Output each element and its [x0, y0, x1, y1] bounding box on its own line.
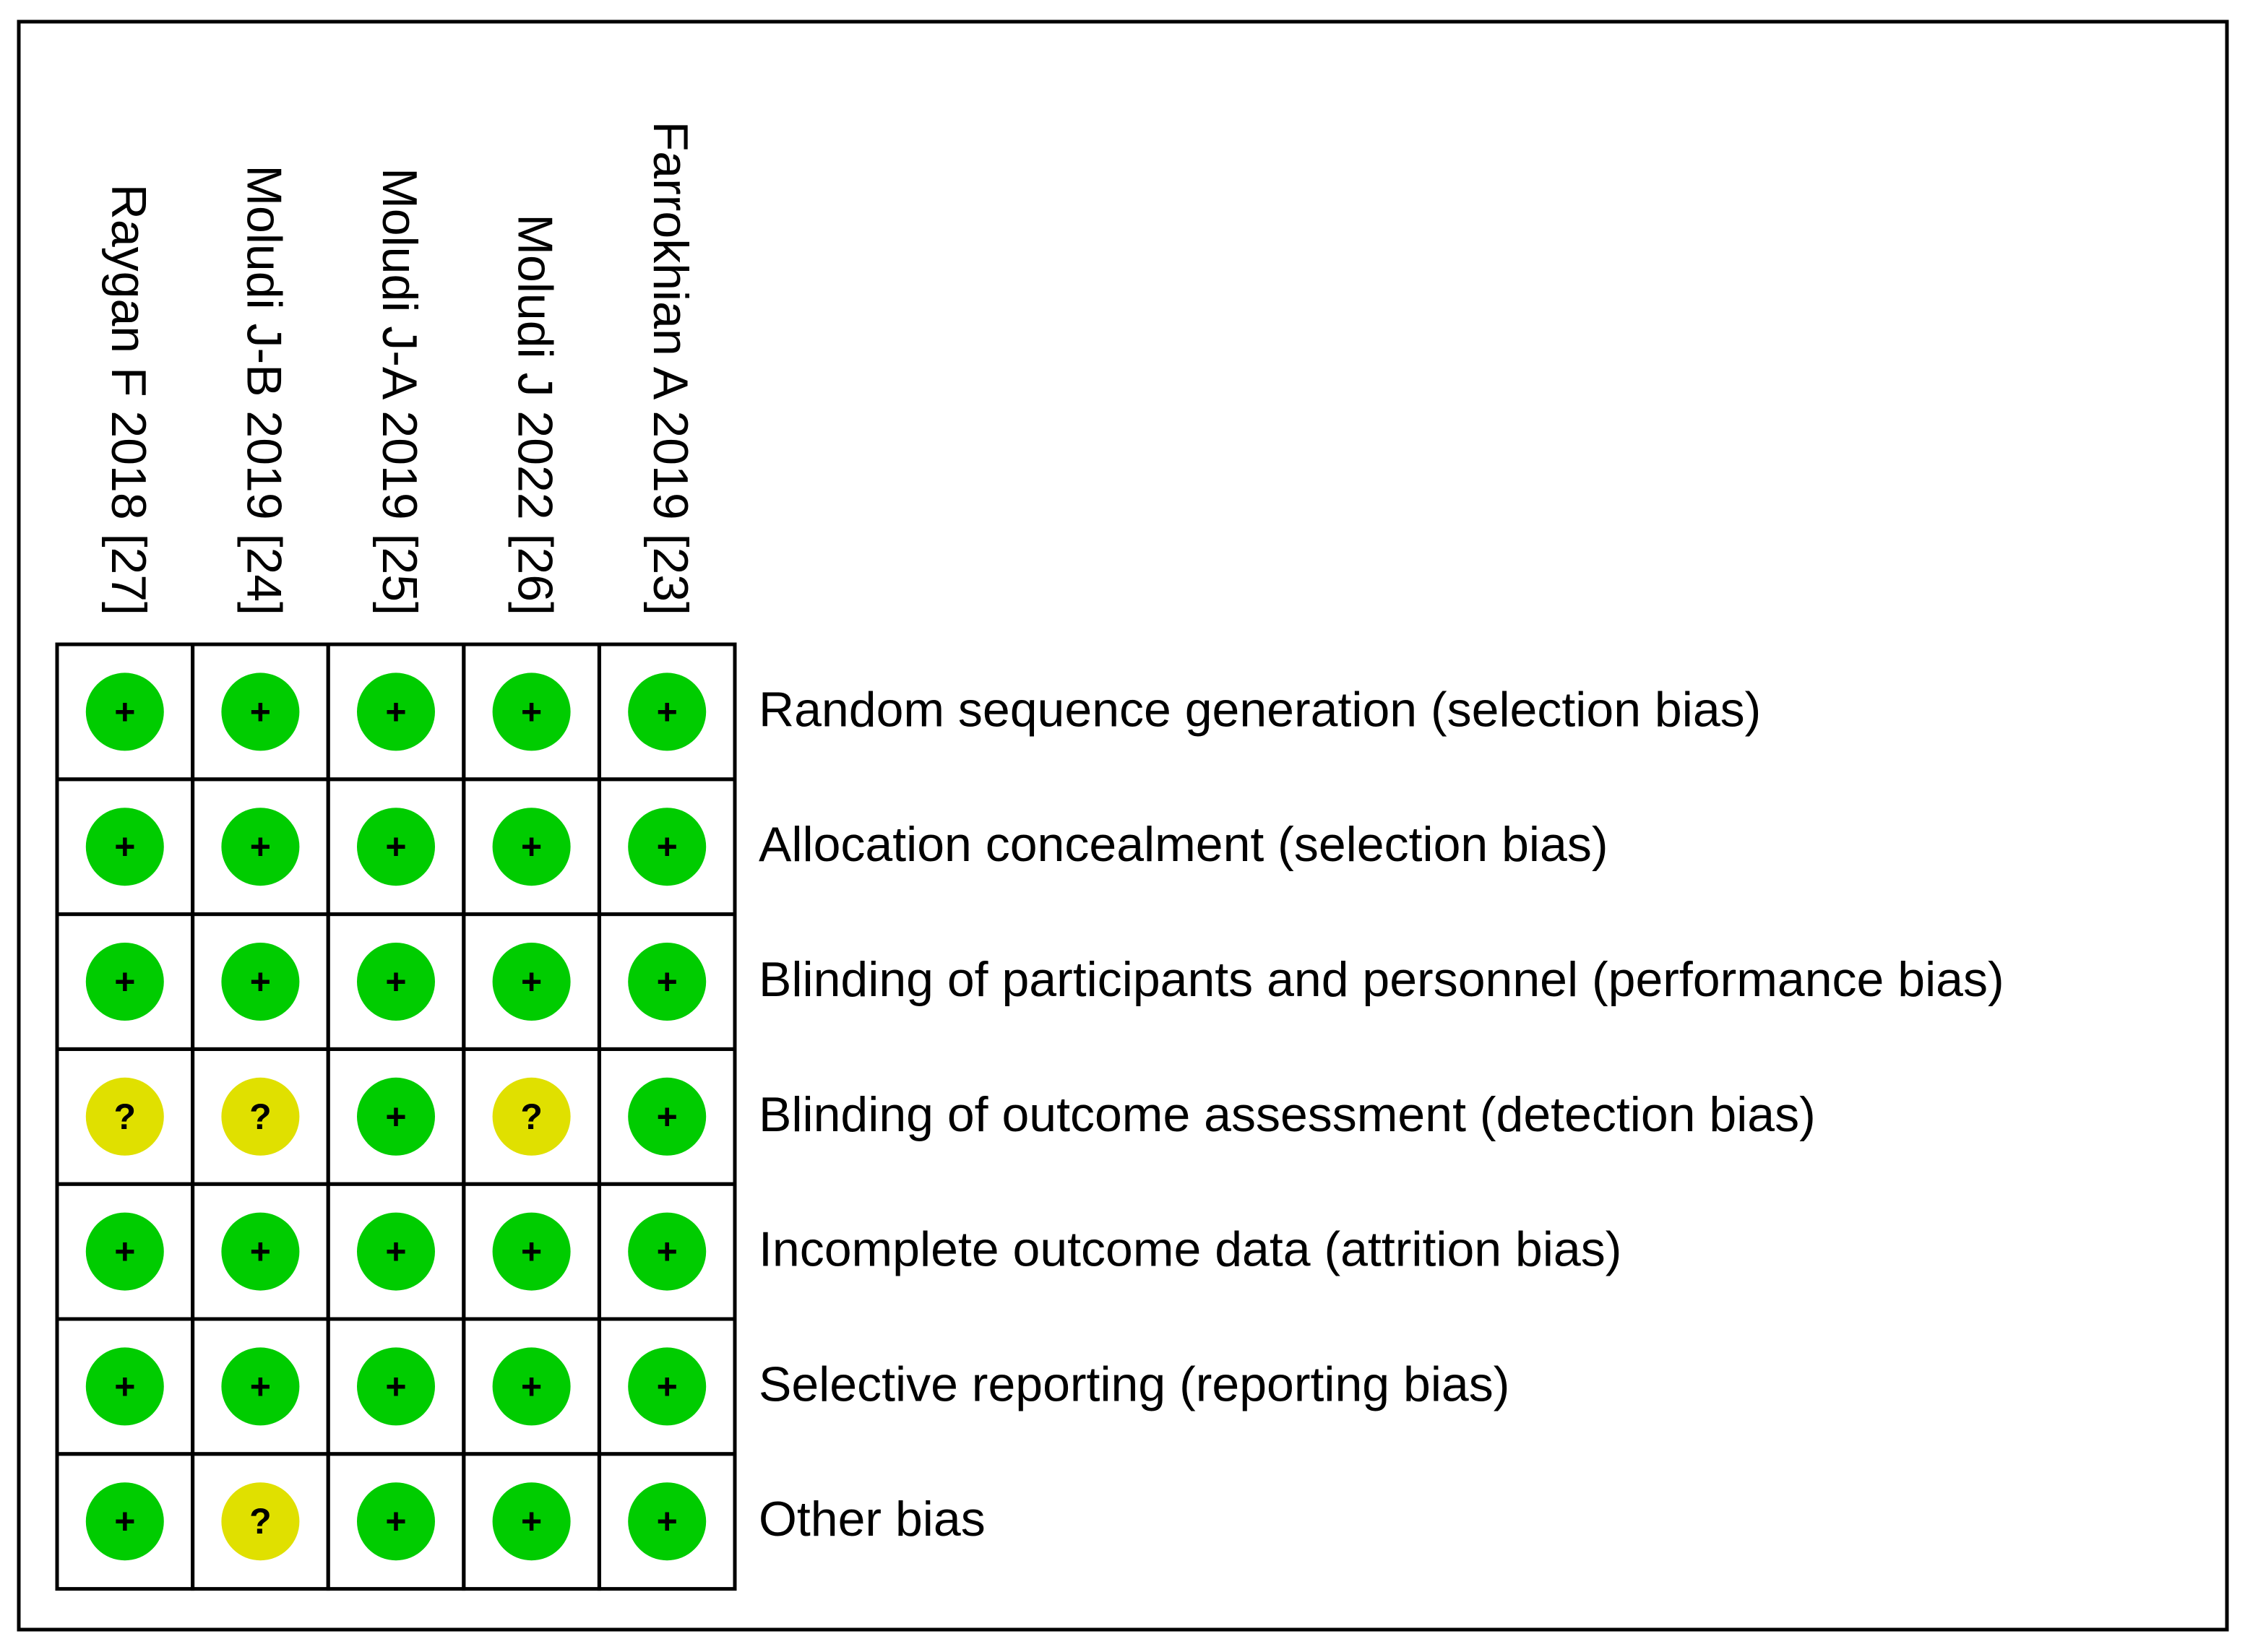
judgment-symbol: + [657, 826, 678, 867]
domain-label: Random sequence generation (selection bi… [759, 682, 1761, 737]
judgment-circle [221, 1347, 300, 1426]
judgment-symbol: + [657, 1366, 678, 1406]
judgment-symbol: + [521, 1232, 542, 1272]
domain-label: Blinding of participants and personnel (… [759, 952, 2004, 1007]
study-label: Moludi J-A 2019 [25] [372, 168, 427, 615]
judgment-circle [628, 1347, 707, 1426]
domain-label: Allocation concealment (selection bias) [759, 817, 1608, 872]
judgment-circle [221, 943, 300, 1021]
judgment-circle [357, 673, 435, 751]
judgment-circle [492, 1347, 571, 1426]
domain-label: Incomplete outcome data (attrition bias) [759, 1222, 1621, 1277]
judgment-circle [492, 1077, 571, 1156]
domain-label: Other bias [759, 1492, 986, 1547]
judgment-symbol: ? [249, 1501, 272, 1541]
judgment-symbol: + [114, 691, 135, 732]
judgment-symbol: + [385, 1501, 406, 1541]
domain-label: Blinding of outcome assessment (detectio… [759, 1087, 1816, 1142]
judgment-symbol: + [657, 1232, 678, 1272]
judgment-circle [492, 943, 571, 1021]
judgment-circle [221, 1212, 300, 1291]
judgment-circle [628, 943, 707, 1021]
judgment-symbol: + [250, 961, 271, 1002]
study-label: Moludi J-B 2019 [24] [236, 165, 291, 615]
outer-border [17, 20, 2229, 1632]
cell [597, 1452, 737, 1591]
judgment-circle [628, 1077, 707, 1156]
judgment-symbol: + [385, 826, 406, 867]
judgment-symbol: + [521, 1366, 542, 1406]
judgment-symbol: + [657, 1097, 678, 1137]
judgment-circle [221, 1077, 300, 1156]
judgment-symbol: + [250, 826, 271, 867]
judgment-symbol: + [114, 1366, 135, 1406]
judgment-circle [85, 1347, 164, 1426]
judgment-symbol: + [250, 1366, 271, 1406]
judgment-circle [628, 1212, 707, 1291]
judgment-symbol: + [657, 961, 678, 1002]
judgment-circle [628, 808, 707, 886]
judgment-symbol: + [114, 1501, 135, 1541]
judgment-symbol: + [114, 961, 135, 1002]
study-label: Raygan F 2018 [27] [101, 184, 156, 615]
judgment-symbol: + [385, 1097, 406, 1137]
judgment-symbol: + [114, 826, 135, 867]
judgment-symbol: ? [249, 1097, 272, 1137]
judgment-circle [85, 1482, 164, 1561]
judgment-circle [85, 943, 164, 1021]
judgment-circle [628, 1482, 707, 1561]
judgment-circle [85, 1212, 164, 1291]
judgment-circle [221, 1482, 300, 1561]
judgment-symbol: + [385, 1366, 406, 1406]
judgment-symbol: + [385, 691, 406, 732]
judgment-symbol: ? [114, 1097, 137, 1137]
judgment-circle [492, 1482, 571, 1561]
judgment-symbol: + [385, 961, 406, 1002]
study-label: Moludi J 2022 [26] [508, 214, 563, 615]
judgment-circle [357, 1347, 435, 1426]
judgment-symbol: + [521, 961, 542, 1002]
judgment-symbol: + [250, 1232, 271, 1272]
judgment-symbol: + [657, 1501, 678, 1541]
judgment-symbol: + [385, 1232, 406, 1272]
judgment-circle [357, 808, 435, 886]
judgment-circle [357, 943, 435, 1021]
judgment-symbol: + [114, 1232, 135, 1272]
judgment-symbol: ? [520, 1097, 543, 1137]
judgment-symbol: + [521, 1501, 542, 1541]
judgment-symbol: + [521, 691, 542, 732]
judgment-circle [85, 673, 164, 751]
judgment-circle [357, 1077, 435, 1156]
judgment-circle [221, 808, 300, 886]
judgment-circle [221, 673, 300, 751]
domain-label: Selective reporting (reporting bias) [759, 1357, 1509, 1411]
judgment-circle [492, 808, 571, 886]
judgment-symbol: + [521, 826, 542, 867]
judgment-circle [357, 1482, 435, 1561]
judgment-circle [85, 1077, 164, 1156]
judgment-circle [492, 673, 571, 751]
judgment-circle [492, 1212, 571, 1291]
judgment-symbol: + [250, 691, 271, 732]
judgment-circle [85, 808, 164, 886]
judgment-circle [357, 1212, 435, 1291]
study-label: Farrokhian A 2019 [23] [643, 121, 698, 615]
judgment-circle [628, 673, 707, 751]
judgment-symbol: + [657, 691, 678, 732]
